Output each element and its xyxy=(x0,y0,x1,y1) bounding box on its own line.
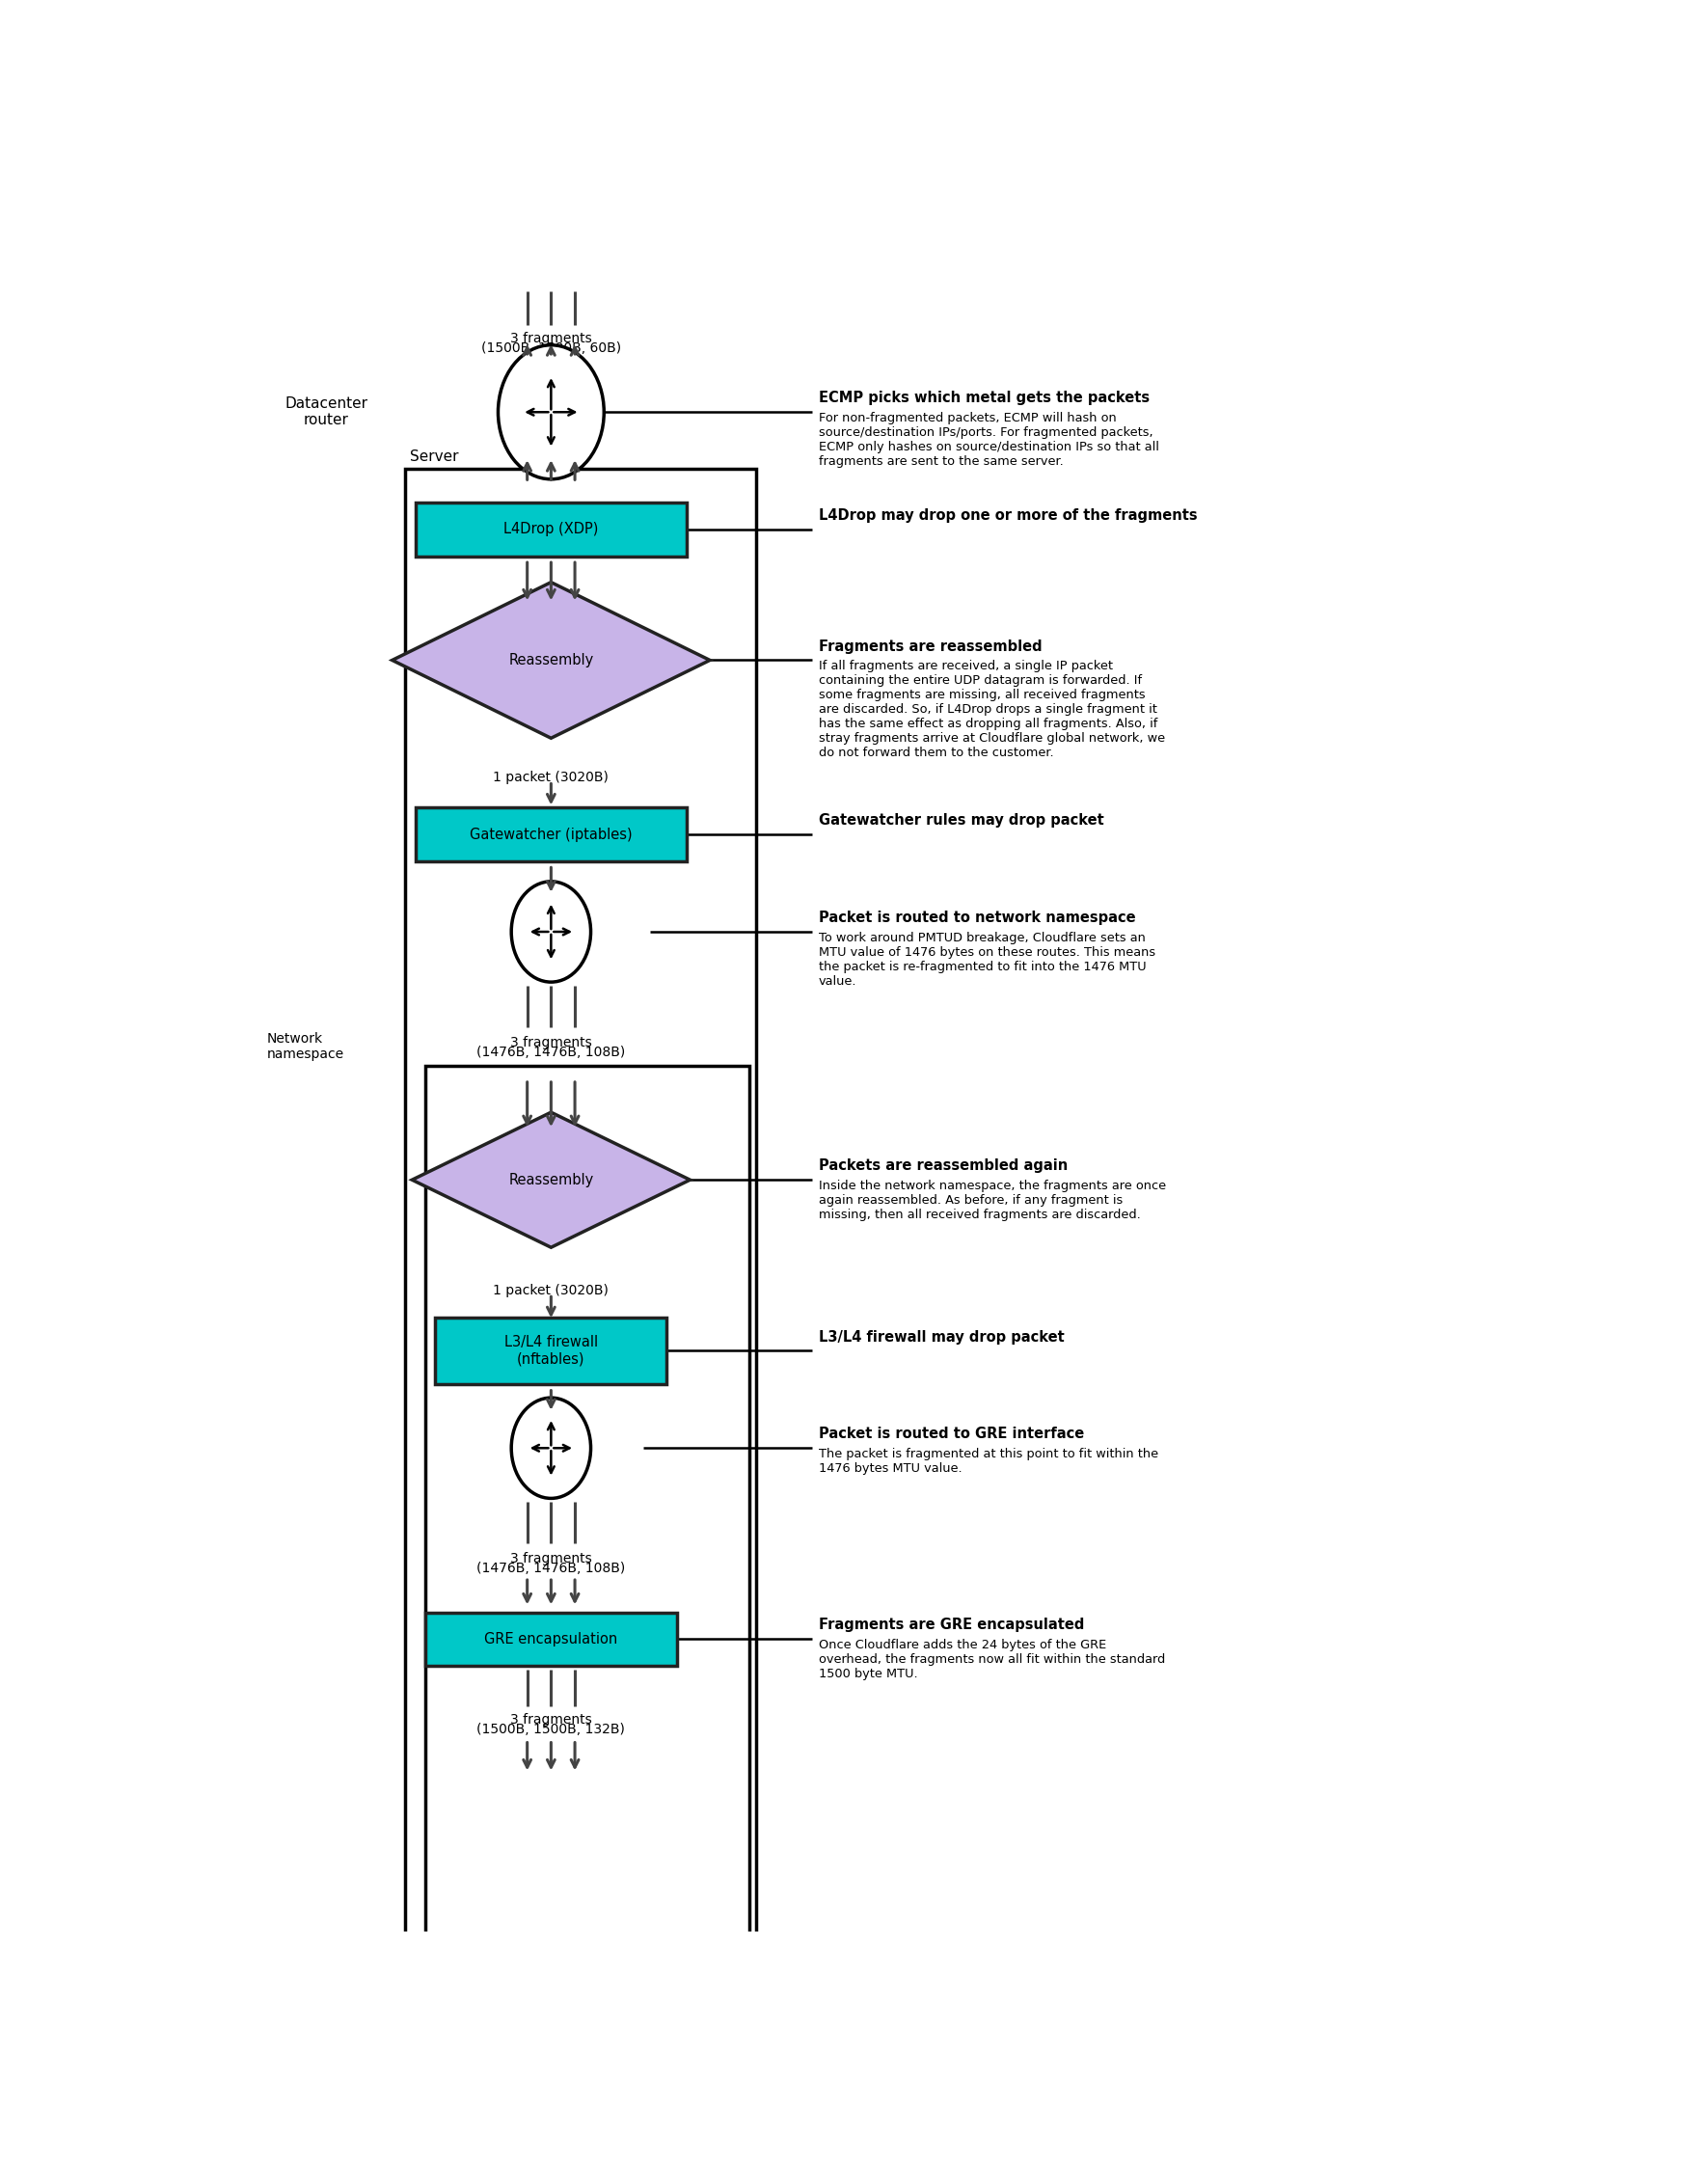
Text: Datacenter
router: Datacenter router xyxy=(285,396,367,427)
Text: For non-fragmented packets, ECMP will hash on
source/destination IPs/ports. For : For non-fragmented packets, ECMP will ha… xyxy=(818,411,1158,468)
Text: Reassembly: Reassembly xyxy=(509,1173,594,1186)
Text: L4Drop (XDP): L4Drop (XDP) xyxy=(504,522,598,538)
FancyBboxPatch shape xyxy=(436,1317,666,1385)
Text: 3 fragments: 3 fragments xyxy=(511,331,593,346)
FancyBboxPatch shape xyxy=(425,1613,676,1665)
Text: To work around PMTUD breakage, Cloudflare sets an
MTU value of 1476 bytes on the: To work around PMTUD breakage, Cloudflar… xyxy=(818,932,1155,988)
Circle shape xyxy=(511,882,591,982)
Text: ECMP picks which metal gets the packets: ECMP picks which metal gets the packets xyxy=(818,392,1149,405)
Text: Fragments are reassembled: Fragments are reassembled xyxy=(818,640,1042,653)
Text: Network
namespace: Network namespace xyxy=(266,1032,343,1060)
Text: L3/L4 firewall
(nftables): L3/L4 firewall (nftables) xyxy=(504,1335,598,1367)
Text: Inside the network namespace, the fragments are once
again reassembled. As befor: Inside the network namespace, the fragme… xyxy=(818,1180,1167,1221)
Text: Packet is routed to GRE interface: Packet is routed to GRE interface xyxy=(818,1426,1085,1441)
Text: GRE encapsulation: GRE encapsulation xyxy=(485,1633,618,1646)
Text: Fragments are GRE encapsulated: Fragments are GRE encapsulated xyxy=(818,1618,1085,1633)
Text: Once Cloudflare adds the 24 bytes of the GRE
overhead, the fragments now all fit: Once Cloudflare adds the 24 bytes of the… xyxy=(818,1639,1165,1681)
Text: The packet is fragmented at this point to fit within the
1476 bytes MTU value.: The packet is fragmented at this point t… xyxy=(818,1448,1158,1476)
Text: If all fragments are received, a single IP packet
containing the entire UDP data: If all fragments are received, a single … xyxy=(818,660,1165,760)
Text: Reassembly: Reassembly xyxy=(509,653,594,668)
Circle shape xyxy=(511,1398,591,1498)
Text: (1500B, 1500B, 60B): (1500B, 1500B, 60B) xyxy=(482,342,622,355)
Text: L4Drop may drop one or more of the fragments: L4Drop may drop one or more of the fragm… xyxy=(818,507,1197,522)
Text: (1476B, 1476B, 108B): (1476B, 1476B, 108B) xyxy=(477,1563,625,1576)
Circle shape xyxy=(499,344,605,479)
Text: Server: Server xyxy=(410,451,458,464)
Text: 3 fragments: 3 fragments xyxy=(511,1036,593,1049)
Text: Packet is routed to network namespace: Packet is routed to network namespace xyxy=(818,910,1136,925)
Text: 1 packet (3020B): 1 packet (3020B) xyxy=(494,771,608,784)
Text: 1 packet (3020B): 1 packet (3020B) xyxy=(494,1284,608,1297)
Polygon shape xyxy=(393,581,711,738)
Text: 3 fragments: 3 fragments xyxy=(511,1713,593,1726)
Text: (1500B, 1500B, 132B): (1500B, 1500B, 132B) xyxy=(477,1722,625,1737)
Text: 3 fragments: 3 fragments xyxy=(511,1552,593,1565)
Text: Gatewatcher rules may drop packet: Gatewatcher rules may drop packet xyxy=(818,814,1103,827)
Text: Packets are reassembled again: Packets are reassembled again xyxy=(818,1158,1068,1173)
Text: L3/L4 firewall may drop packet: L3/L4 firewall may drop packet xyxy=(818,1330,1064,1343)
Polygon shape xyxy=(412,1112,690,1247)
Text: (1476B, 1476B, 108B): (1476B, 1476B, 108B) xyxy=(477,1045,625,1060)
Text: Gatewatcher (iptables): Gatewatcher (iptables) xyxy=(470,827,632,842)
FancyBboxPatch shape xyxy=(415,808,687,862)
FancyBboxPatch shape xyxy=(415,503,687,557)
